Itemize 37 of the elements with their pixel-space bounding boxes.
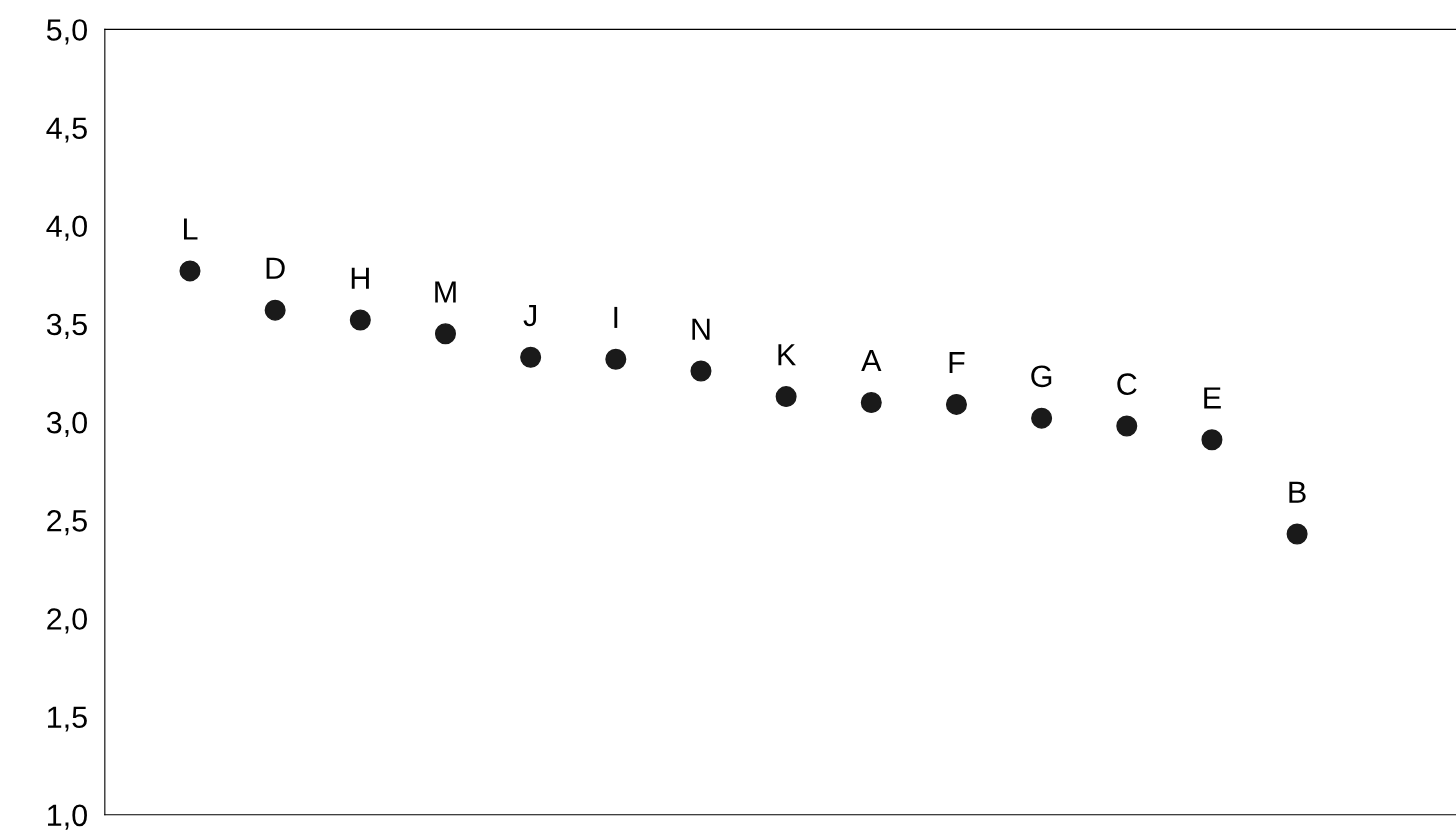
point	[690, 360, 712, 382]
x-tick-label: K	[778, 344, 796, 366]
y-tick-label: 2,0	[47, 608, 87, 634]
point	[520, 346, 542, 368]
y-tick-label: 3,5	[46, 313, 87, 339]
x-tick-label: M	[435, 281, 456, 303]
x-tick-label: H	[351, 267, 369, 289]
x-tick-label: B	[1289, 481, 1306, 503]
y-tick-label: 5,0	[46, 19, 87, 45]
point	[775, 386, 797, 408]
x-tick-label: A	[861, 350, 882, 372]
point	[1201, 429, 1223, 451]
x-tick-label: G	[1031, 365, 1052, 388]
point	[264, 299, 286, 321]
point	[1116, 415, 1138, 437]
point	[349, 309, 371, 331]
x-tick-label: F	[949, 352, 965, 374]
y-tick-label: 2,5	[47, 510, 87, 536]
point	[605, 348, 627, 370]
y-tick-label: 1,5	[48, 706, 87, 732]
x-tick-label: J	[523, 304, 537, 327]
x-tick-label: L	[184, 218, 198, 240]
x-tick-label: C	[1117, 373, 1137, 395]
y-tick-label: 3,0	[46, 411, 87, 438]
x-tick-label: E	[1204, 387, 1221, 409]
y-tick-label: 4,0	[46, 215, 87, 241]
y-tick-label: 4,5	[46, 117, 87, 143]
y-tick-label: 1,0	[48, 804, 87, 830]
point	[1031, 407, 1053, 429]
point	[434, 323, 456, 345]
point	[860, 391, 882, 413]
point	[1286, 523, 1308, 545]
x-tick-label: N	[692, 318, 710, 340]
x-tick-label: I	[614, 306, 618, 328]
x-tick-label: D	[266, 257, 285, 279]
point	[179, 260, 201, 282]
point	[945, 393, 967, 415]
